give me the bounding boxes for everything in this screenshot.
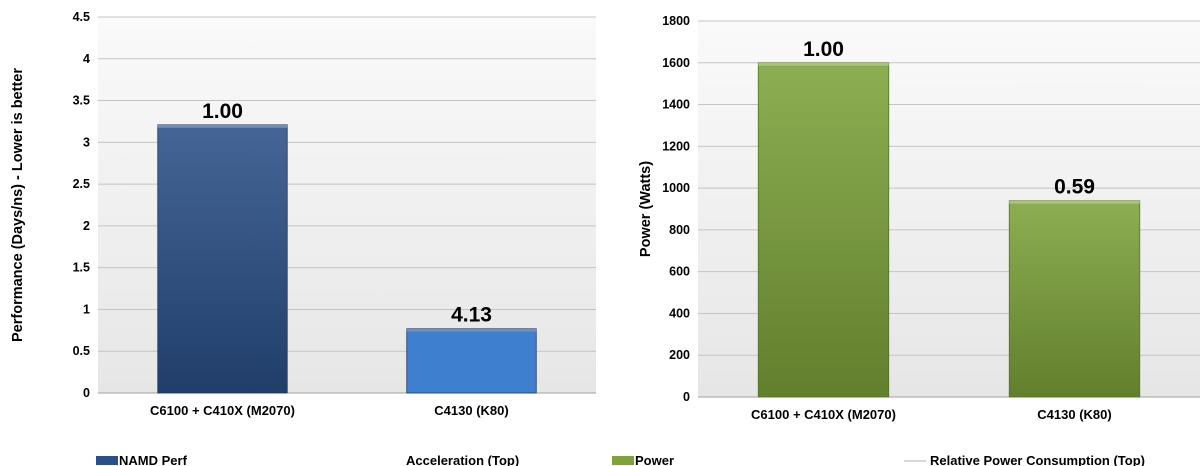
legend-label: Relative Power Consumption (Top)	[930, 453, 1145, 466]
bar	[157, 124, 288, 394]
y-axis-title: Power (Watts)	[638, 161, 654, 257]
legend-label: Acceleration (Top)	[406, 453, 519, 466]
y-tick-label: 1000	[662, 181, 690, 195]
x-tick-label: C4130 (K80)	[434, 403, 508, 418]
bar-top-highlight	[758, 62, 889, 66]
y-tick-label: 800	[669, 223, 690, 237]
legend-swatch	[96, 456, 118, 465]
legend-label: NAMD Perf	[119, 453, 188, 466]
legend-label: Power	[635, 453, 674, 466]
y-tick-label: 400	[669, 306, 690, 320]
x-tick-label: C6100 + C410X (M2070)	[751, 407, 896, 422]
y-tick-label: 4	[83, 52, 90, 66]
bar	[1008, 200, 1141, 398]
y-axis-title: Performance (Days/ns) - Lower is better	[10, 68, 26, 342]
bar-top-highlight	[406, 328, 537, 332]
y-tick-label: 0	[83, 386, 90, 400]
y-tick-label: 1.5	[73, 261, 90, 275]
y-tick-label: 1800	[662, 14, 690, 28]
legend-swatch	[612, 456, 634, 465]
y-tick-label: 600	[669, 265, 690, 279]
namd-performance-chart: 0 0.5 1 1.5 2 2.5 3 3.5 4 4.5 1.00 C6100 + C410X (M…	[10, 10, 596, 466]
bar	[757, 62, 890, 398]
bar-top-highlight	[1009, 200, 1140, 204]
y-tick-label: 3.5	[73, 94, 90, 108]
x-tick-label: C4130 (K80)	[1037, 407, 1111, 422]
y-tick-label: 0.5	[73, 344, 90, 358]
power-consumption-chart: 0 200 400 600 800 1000 1200 1400 1600 1800 1.00 C61…	[612, 14, 1200, 466]
data-label: 0.59	[1054, 176, 1095, 199]
y-tick-label: 2.5	[73, 177, 90, 191]
y-tick-label: 1400	[662, 98, 690, 112]
y-tick-label: 1600	[662, 56, 690, 70]
y-tick-label: 1200	[662, 139, 690, 153]
y-tick-label: 4.5	[73, 10, 90, 24]
data-label: 1.00	[202, 100, 243, 123]
bar	[406, 328, 537, 394]
data-label: 1.00	[803, 38, 844, 61]
data-label: 4.13	[451, 304, 492, 327]
y-tick-label: 1	[83, 302, 90, 316]
bar-top-highlight	[157, 124, 288, 128]
y-tick-label: 200	[669, 348, 690, 362]
y-tick-label: 0	[683, 390, 690, 404]
y-tick-label: 2	[83, 219, 90, 233]
y-tick-label: 3	[83, 135, 90, 149]
x-tick-label: C6100 + C410X (M2070)	[150, 403, 295, 418]
